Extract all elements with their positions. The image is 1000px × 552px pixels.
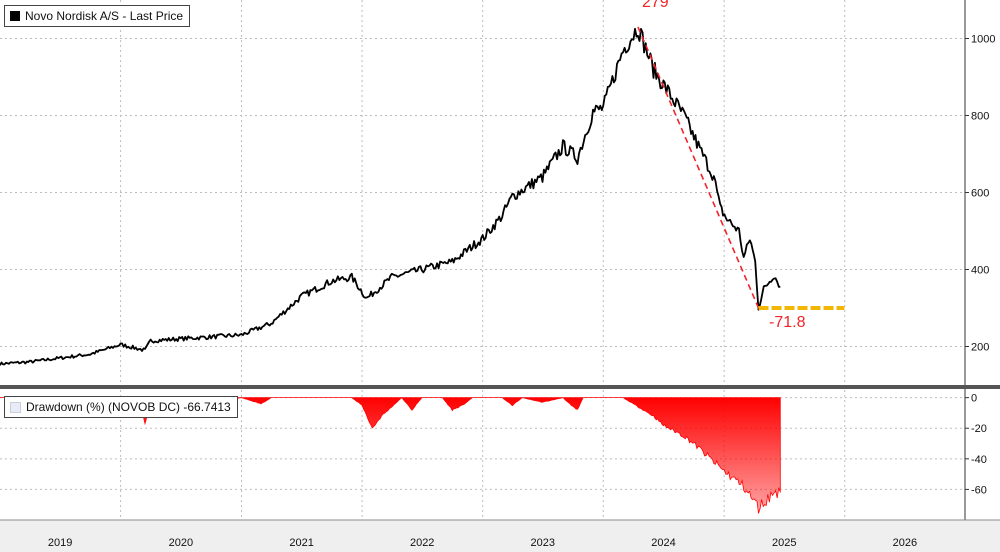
drawdown-trend-line	[637, 26, 760, 309]
y-tick-label-dd: -60	[971, 484, 987, 496]
y-tick-label-price: 1000	[971, 34, 995, 46]
x-tick-label-2019: 2019	[48, 537, 72, 549]
x-tick-label-2025: 2025	[772, 537, 796, 549]
x-tick-label-2020: 2020	[169, 537, 193, 549]
price-line	[0, 27, 781, 366]
price-legend-swatch	[10, 11, 20, 21]
y-tick-label-price: 600	[971, 188, 989, 200]
peak-annotation: 279	[642, 0, 669, 11]
y-tick-label-dd: -20	[971, 423, 987, 435]
x-tick-label-2022: 2022	[410, 537, 434, 549]
drop-annotation: -71.8	[769, 314, 806, 331]
grid-lines	[0, 0, 965, 520]
drawdown-legend: Drawdown (%) (NOVOB DC) -66.7413	[4, 396, 238, 418]
x-tick-label-2021: 2021	[289, 537, 313, 549]
price-panel	[0, 26, 845, 366]
x-tick-label-2023: 2023	[531, 537, 555, 549]
y-tick-label-dd: -40	[971, 454, 987, 466]
x-tick-label-2026: 2026	[893, 537, 917, 549]
y-tick-label-price: 200	[971, 342, 989, 354]
y-tick-label-price: 400	[971, 265, 989, 277]
drawdown-legend-label: Drawdown (%) (NOVOB DC) -66.7413	[26, 400, 231, 414]
price-legend: Novo Nordisk A/S - Last Price	[4, 5, 191, 27]
price-legend-label: Novo Nordisk A/S - Last Price	[25, 9, 184, 23]
x-tick-label-2024: 2024	[651, 537, 675, 549]
y-tick-label-dd: 0	[971, 393, 977, 405]
x-axis-band	[0, 520, 1000, 552]
drawdown-legend-swatch	[10, 401, 21, 413]
panel-separator	[0, 385, 1000, 389]
y-tick-label-price: 800	[971, 111, 989, 123]
